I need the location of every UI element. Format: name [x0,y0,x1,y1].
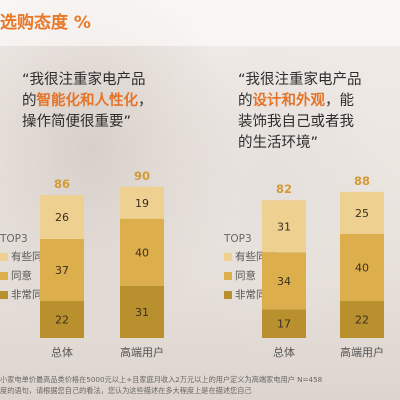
category-label: 总体 [273,345,295,359]
footnote: 小家电单价最高品类价格在5000元以上+且家庭月收入2万元以上的用户定义为高端家… [0,374,400,396]
bar-value-label: 22 [55,314,69,327]
stacked-bar-charts: 22 37 26 86 总体 31 40 19 90 高端用户 17 34 31 82 总体 22 40 25 88… [40,169,384,359]
bar-value-label: 40 [355,261,369,274]
quote-right: “我很注重家电产品 的设计和外观，能 装饰我自己或者我 的生活环境” [238,70,362,154]
legend-left-item-agree: 同意 [0,266,53,285]
bar-value-label: 40 [135,246,149,259]
bar-segment-1-0-1 [262,252,306,310]
quote-left: “我很注重家电产品 的智能化和人性化， 操作简便很重要” [22,70,153,133]
bar-value-label: 31 [135,306,149,319]
page-title: 选购态度 % [0,13,91,33]
legend-swatch [0,271,8,280]
bar-value-label: 26 [55,211,69,224]
legend-swatch [224,252,232,261]
category-label: 总体 [51,345,73,359]
quote-right-highlight: 设计和外观 [252,93,326,109]
bar-segment-0-0-0 [40,301,84,338]
legend-right-header: TOP3 [224,233,252,245]
legend-left-header: TOP3 [0,233,28,245]
bar-total-label: 90 [134,169,150,183]
bar-segment-0-0-1 [40,238,84,302]
quote-left-line2: 的智能化和人性化， [22,93,153,109]
bar-segment-0-1-2 [120,186,164,219]
quote-left-line1: “我很注重家电产品 [22,72,146,88]
legend-swatch [0,290,8,299]
bar-segment-0-0-2 [40,195,84,239]
footnote-line2: 度的语句，请根据您自己的看法，您认为这些描述在多大程度上是在描述您自己 [0,386,252,395]
legend-swatch [0,252,8,261]
bar-value-label: 17 [277,318,291,331]
bar-total-label: 82 [276,182,292,196]
bar-segment-1-1-1 [340,233,384,302]
bar-value-label: 37 [55,264,69,277]
bar-value-label: 34 [277,275,291,288]
bar-segment-1-0-0 [262,309,306,338]
quote-right-line4: 的生活环境” [238,135,319,151]
category-label: 高端用户 [120,345,164,359]
footnote-line1: 小家电单价最高品类价格在5000元以上+且家庭月收入2万元以上的用户定义为高端家… [0,375,323,384]
legend-swatch [224,290,232,299]
bar-value-label: 31 [277,220,291,233]
quote-right-line3: 装饰我自己或者我 [238,114,354,130]
bar-total-label: 86 [54,177,70,191]
quote-right-line1: “我很注重家电产品 [238,72,362,88]
legend-right-item-agree: 同意 [224,266,277,285]
bar-value-label: 19 [135,197,149,210]
bar-segment-0-1-1 [120,218,164,286]
quote-left-highlight: 智能化和人性化 [36,93,139,109]
bar-segment-1-1-0 [340,301,384,338]
bar-total-label: 88 [354,174,370,188]
header-strip [0,0,400,46]
legend-swatch [224,271,232,280]
bar-value-label: 25 [355,207,369,220]
bar-segment-1-1-2 [340,191,384,234]
quote-right-line2: 的设计和外观，能 [238,93,354,109]
bar-value-label: 22 [355,314,369,327]
bar-segment-0-1-0 [120,285,164,338]
quote-left-line3: 操作简便很重要” [22,114,132,130]
category-label: 高端用户 [340,345,384,359]
bar-segment-1-0-2 [262,200,306,253]
